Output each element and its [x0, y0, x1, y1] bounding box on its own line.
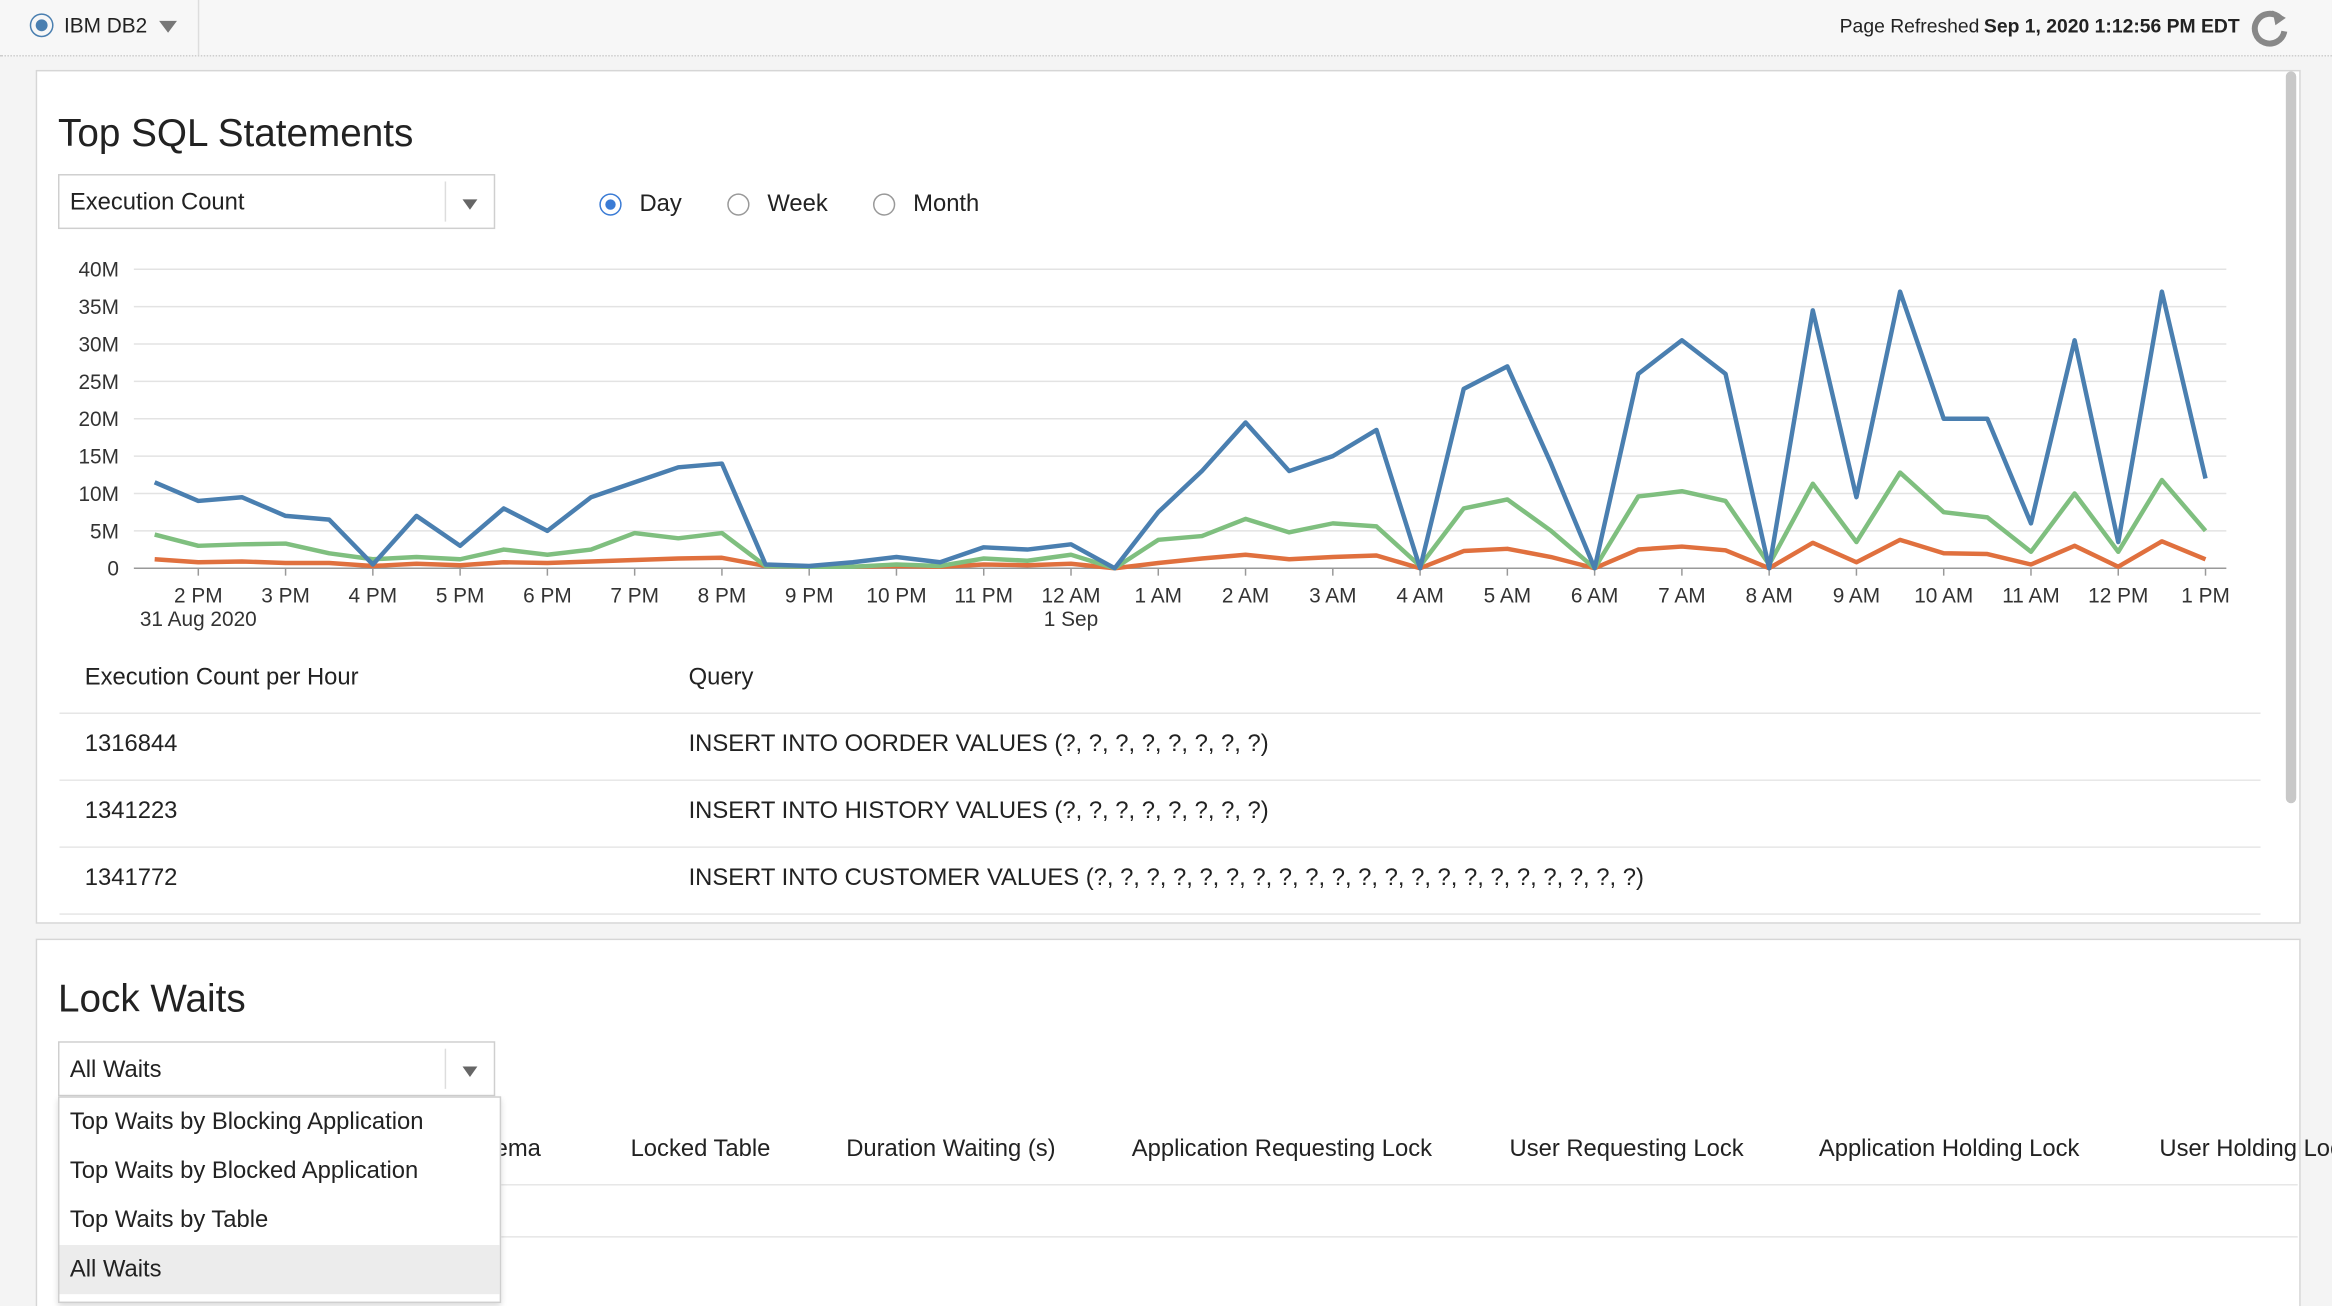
menu-option[interactable]: Top Waits by Blocked Application	[69, 1158, 419, 1185]
select-value: Execution Count	[69, 190, 245, 216]
x-tick-label: 11 AM	[2002, 584, 2059, 607]
panel-title: Lock Waits	[58, 975, 246, 1021]
x-tick-label: 9 PM	[785, 584, 834, 607]
row-line	[59, 1236, 2298, 1238]
x-tick-label: 3 AM	[1309, 584, 1356, 607]
series-line	[154, 537, 2207, 571]
radio[interactable]	[872, 193, 896, 216]
x-tick-label: 2 AM	[1222, 584, 1269, 607]
x-tick-label: 12 AM	[1042, 584, 1101, 607]
select-value: All Waits	[69, 1057, 162, 1083]
radio[interactable]	[727, 193, 750, 216]
row-line	[59, 779, 2261, 781]
x-tick-label: 5 AM	[1484, 584, 1531, 607]
x-tick-label: 1 PM	[2181, 584, 2230, 607]
menu-option[interactable]: Top Waits by Table	[69, 1207, 269, 1234]
column-header: Execution Count per Hour	[84, 664, 359, 691]
x-tick-label: 8 PM	[698, 584, 747, 607]
y-tick-label: 10M	[78, 483, 118, 506]
waits-menu: Top Waits by Blocking Application Top Wai…	[58, 1096, 502, 1304]
radio-label[interactable]: Month	[913, 191, 980, 218]
y-tick-label: 15M	[78, 446, 118, 469]
radio-label[interactable]: Day	[639, 191, 682, 218]
series-line	[154, 470, 2208, 571]
x-date-label: 31 Aug 2020	[140, 608, 257, 631]
x-tick-label: 4 AM	[1396, 584, 1443, 607]
refresh-button[interactable]	[2247, 6, 2292, 48]
scrollbar[interactable]	[2285, 71, 2297, 804]
column-header[interactable]: Application Requesting Lock	[1131, 1136, 1433, 1162]
y-tick-label: 20M	[78, 408, 118, 431]
x-tick-label: 10 PM	[866, 584, 926, 607]
cell: INSERT INTO OORDER VALUES (?, ?, ?, ?, ?…	[688, 731, 1269, 758]
row-line	[59, 1184, 2298, 1186]
refreshed-label: Page Refreshed	[1839, 14, 1980, 38]
y-tick-label: 0	[107, 558, 119, 581]
x-tick-label: 7 AM	[1658, 584, 1705, 607]
header-separator	[197, 0, 200, 56]
cell: 1341223	[84, 798, 178, 825]
row-line	[59, 913, 2261, 915]
x-tick-label: 9 AM	[1833, 584, 1880, 607]
cell: 1316844	[84, 731, 178, 758]
cell: INSERT INTO CUSTOMER VALUES (?, ?, ?, ?,…	[688, 865, 1644, 892]
cell: INSERT INTO HISTORY VALUES (?, ?, ?, ?, …	[688, 798, 1269, 825]
cell: 1341772	[84, 865, 178, 892]
column-header: Query	[688, 664, 754, 691]
column-header[interactable]: Locked Table	[630, 1136, 771, 1162]
header-bar	[0, 0, 2332, 57]
column-header[interactable]: User Holding Lock	[2159, 1136, 2332, 1162]
column-header[interactable]: Application Holding Lock	[1818, 1136, 2080, 1162]
radio[interactable]	[599, 193, 622, 216]
column-header[interactable]: Duration Waiting (s)	[846, 1136, 1056, 1162]
x-tick-label: 5 PM	[436, 584, 485, 607]
waits-select[interactable]: All Waits	[58, 1041, 496, 1097]
x-tick-label: 11 PM	[954, 584, 1013, 607]
x-tick-label: 12 PM	[2088, 584, 2148, 607]
x-tick-label: 3 PM	[261, 584, 310, 607]
row-line	[59, 712, 2261, 714]
menu-option[interactable]: All Waits	[59, 1245, 500, 1295]
instance-caret[interactable]	[159, 20, 177, 33]
y-tick-label: 25M	[78, 371, 118, 394]
x-tick-label: 6 PM	[523, 584, 572, 607]
instance-icon	[29, 13, 54, 38]
menu-option[interactable]: Top Waits by Blocking Application	[69, 1109, 424, 1135]
metric-select[interactable]: Execution Count	[58, 174, 496, 230]
x-tick-label: 1 AM	[1135, 584, 1182, 607]
refreshed-time: Sep 1, 2020 1:12:56 PM EDT	[1983, 14, 2240, 38]
x-tick-label: 2 PM	[174, 584, 223, 607]
row-line	[59, 846, 2261, 848]
x-date-label: 1 Sep	[1044, 608, 1098, 631]
x-tick-label: 4 PM	[349, 584, 398, 607]
radio-label[interactable]: Week	[767, 191, 828, 218]
series-line	[153, 289, 2208, 571]
column-header[interactable]: User Requesting Lock	[1509, 1136, 1744, 1162]
x-tick-label: 10 AM	[1914, 584, 1973, 607]
instance-name[interactable]: IBM DB2	[63, 13, 148, 38]
y-tick-label: 40M	[78, 259, 118, 282]
x-tick-label: 8 AM	[1745, 584, 1792, 607]
y-tick-label: 30M	[78, 333, 118, 356]
y-tick-label: 35M	[78, 296, 118, 319]
y-tick-label: 5M	[90, 520, 119, 543]
x-tick-label: 7 PM	[610, 584, 659, 607]
panel-title: Top SQL Statements	[58, 110, 414, 155]
x-tick-label: 6 AM	[1571, 584, 1618, 607]
